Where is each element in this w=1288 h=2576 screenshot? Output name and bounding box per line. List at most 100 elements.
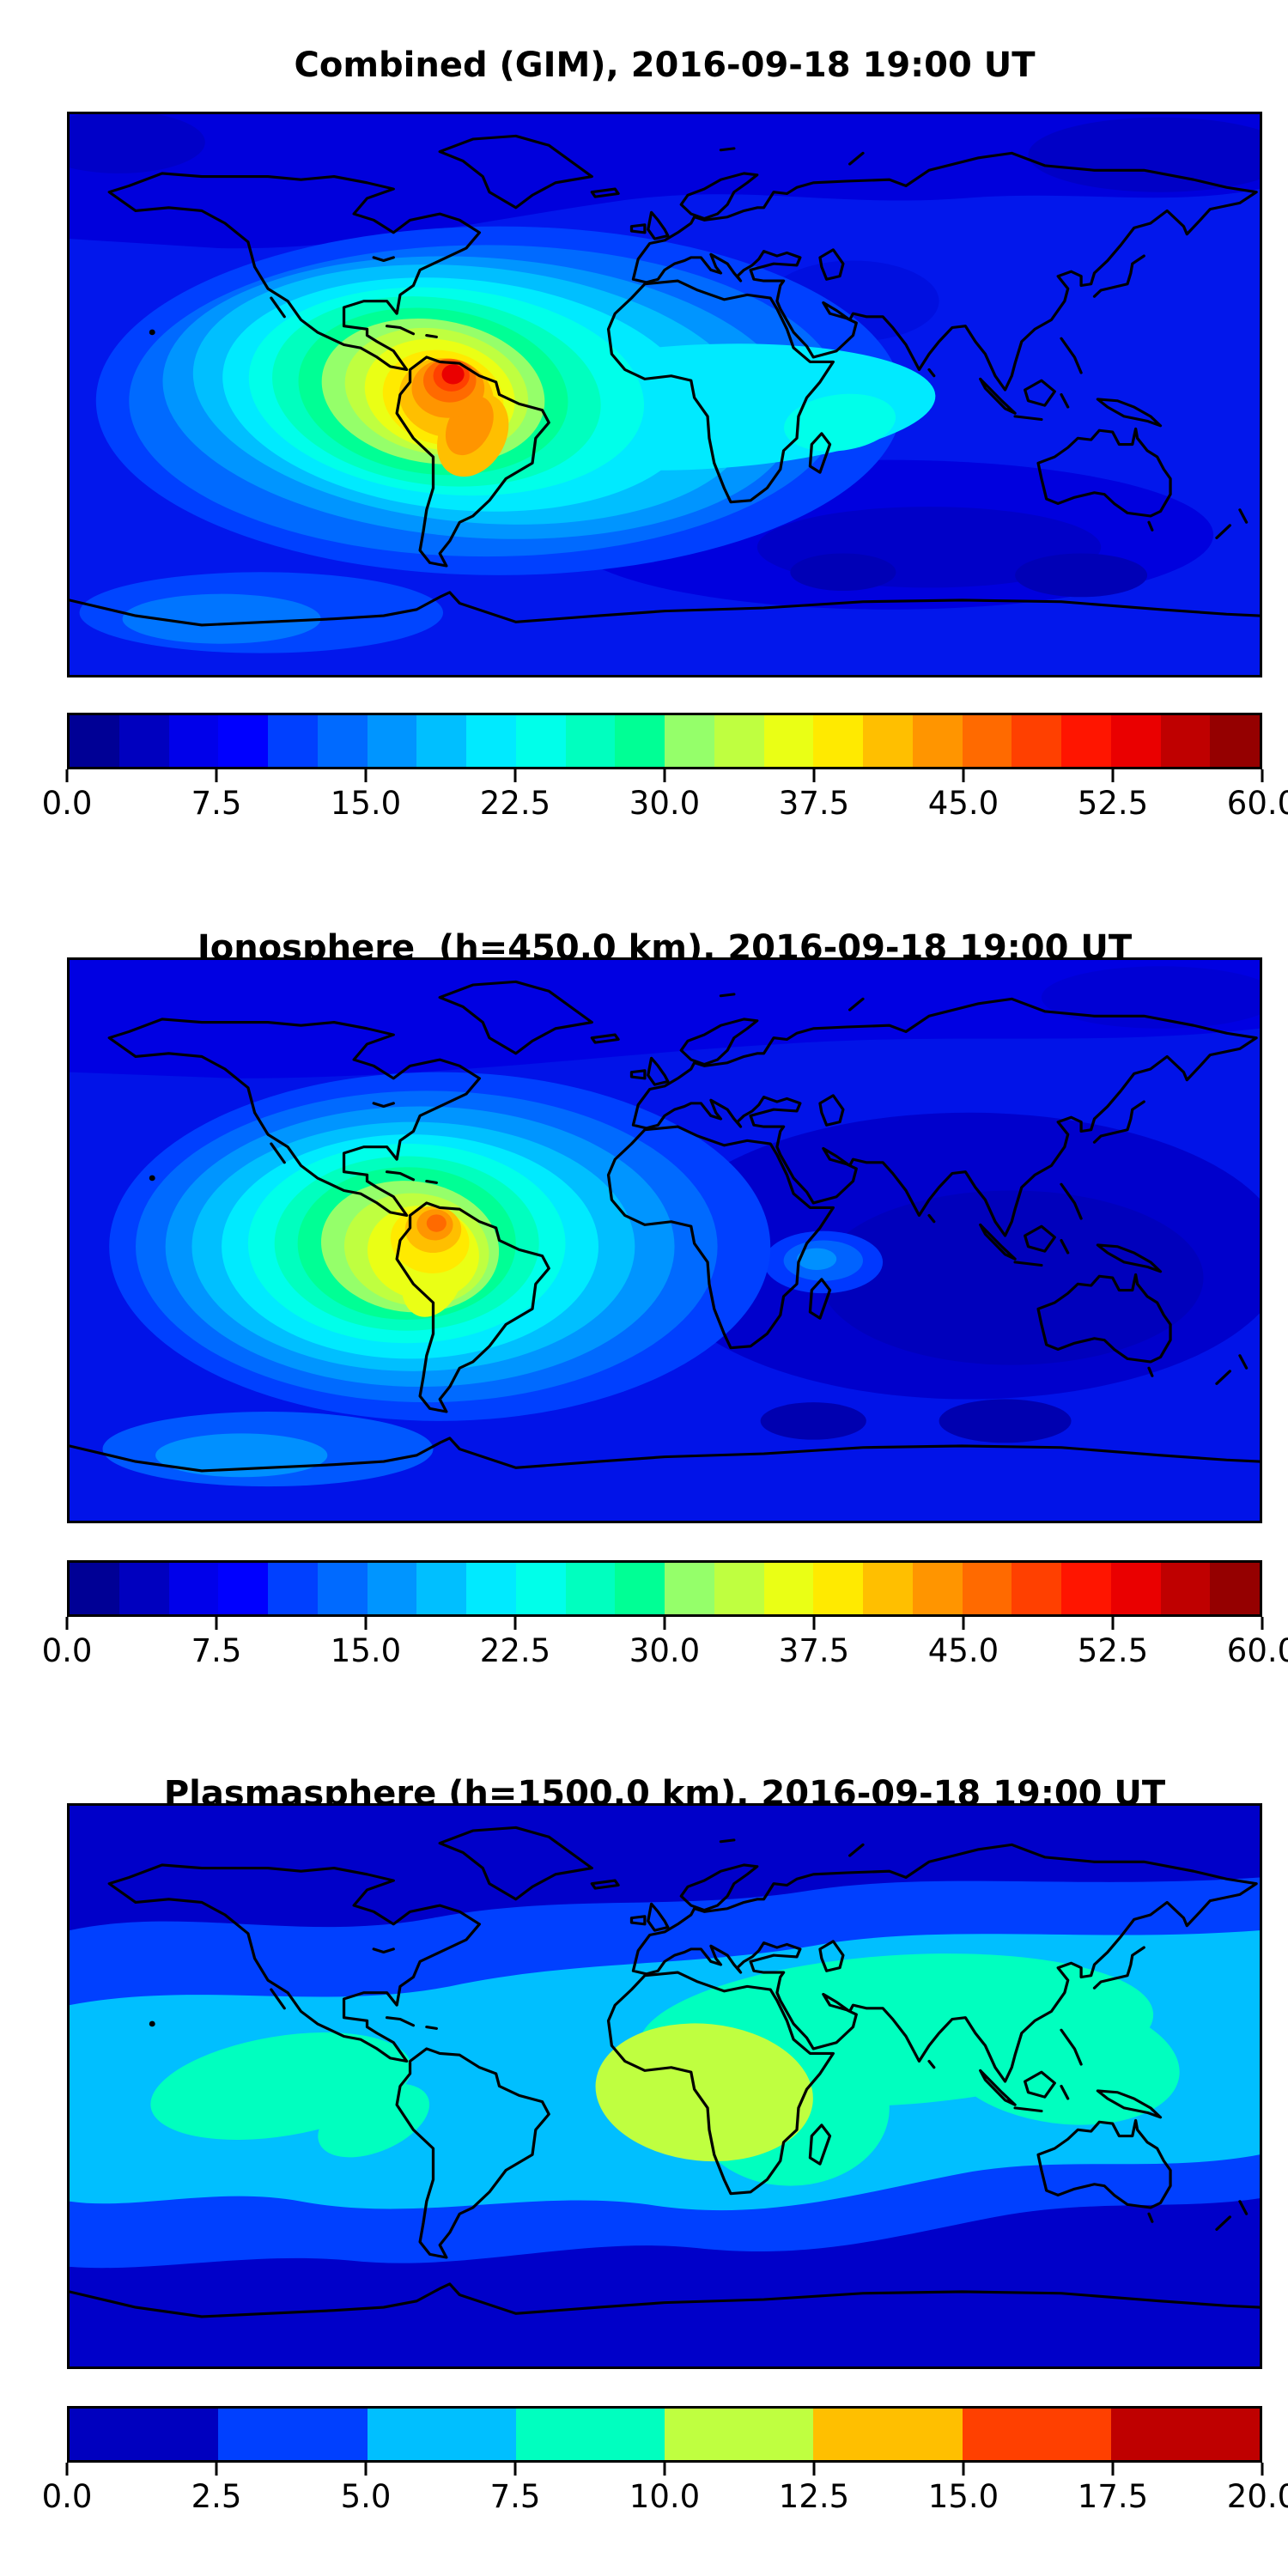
colorbar-segment <box>70 1563 119 1614</box>
colorbar-segment <box>565 1563 616 1614</box>
colorbar-tick-label: 22.5 <box>479 785 551 822</box>
colorbar-tick <box>663 2463 666 2476</box>
colorbar-tick-label: 45.0 <box>927 1632 999 1669</box>
colorbar-segment <box>118 1563 169 1614</box>
colorbar-segment <box>1210 715 1260 767</box>
colorbar-segment <box>813 2409 963 2460</box>
colorbar-segment <box>218 1563 268 1614</box>
map-ionosphere-canvas <box>70 960 1260 1521</box>
colorbar-segment <box>367 1563 417 1614</box>
colorbar-segment <box>714 1563 764 1614</box>
colorbar-segment <box>218 715 268 767</box>
colorbar-tick-label: 37.5 <box>778 1632 850 1669</box>
colorbar-segment <box>416 715 466 767</box>
colorbar-ticks-plasmasphere: 0.0 2.5 5.0 7.5 10.0 12.5 15.0 17.5 20.0 <box>42 2463 1288 2524</box>
colorbar-segment <box>1160 715 1211 767</box>
colorbar-segment <box>813 1563 863 1614</box>
colorbar-ticks-ionosphere: 0.0 7.5 15.0 22.5 30.0 37.5 45.0 52.5 60.0 <box>42 1617 1288 1679</box>
colorbar-tick-label: 12.5 <box>778 2478 850 2515</box>
colorbar-segment <box>367 2409 516 2460</box>
colorbar-segment <box>118 715 169 767</box>
colorbar-tick <box>962 769 965 782</box>
colorbar-tick-label: 5.0 <box>340 2478 392 2515</box>
colorbar-tick <box>65 769 69 782</box>
colorbar-segment <box>615 715 665 767</box>
colorbar-segment <box>1012 1563 1061 1614</box>
colorbar-tick <box>1261 769 1264 782</box>
colorbar-segment <box>665 715 714 767</box>
colorbar-segment <box>962 715 1012 767</box>
colorbar-segment <box>1110 1563 1161 1614</box>
colorbar-segment <box>1061 715 1111 767</box>
colorbar-tick <box>663 1617 666 1630</box>
colorbar-tick-label: 7.5 <box>489 2478 541 2515</box>
colorbar-tick <box>663 769 666 782</box>
colorbar-segment <box>1110 2409 1260 2460</box>
colorbar-tick-label: 60.0 <box>1226 785 1288 822</box>
colorbar-segment <box>466 715 516 767</box>
colorbar-tick-label: 15.0 <box>927 2478 999 2515</box>
colorbar-tick <box>215 2463 218 2476</box>
colorbar-tick <box>1111 2463 1115 2476</box>
panel-title: Combined (GIM), 2016-09-18 19:00 UT <box>294 46 1036 86</box>
colorbar-tick <box>1261 1617 1264 1630</box>
colorbar-segment <box>615 1563 665 1614</box>
colorbar-tick <box>65 1617 69 1630</box>
colorbar-segment <box>962 2409 1111 2460</box>
colorbar-tick-label: 30.0 <box>629 1632 701 1669</box>
colorbar-segment <box>912 1563 963 1614</box>
colorbar-segment <box>218 2409 368 2460</box>
colorbar-tick-label: 15.0 <box>330 1632 402 1669</box>
colorbar-tick-label: 45.0 <box>927 785 999 822</box>
colorbar-segment <box>466 1563 516 1614</box>
colorbar-segment <box>317 1563 368 1614</box>
colorbar-segment <box>515 715 566 767</box>
colorbar-tick <box>65 2463 69 2476</box>
colorbar-segment <box>912 715 963 767</box>
colorbar-tick-label: 52.5 <box>1077 785 1149 822</box>
colorbar-tick <box>513 2463 517 2476</box>
colorbar-segment <box>168 1563 219 1614</box>
colorbar-segment <box>70 2409 219 2460</box>
colorbar-tick <box>962 2463 965 2476</box>
colorbar-plasmasphere <box>67 2406 1262 2463</box>
colorbar-tick-label: 0.0 <box>41 2478 93 2515</box>
colorbar-ticks-combined: 0.0 7.5 15.0 22.5 30.0 37.5 45.0 52.5 60.0 <box>42 769 1288 831</box>
map-plasmasphere-canvas <box>70 1806 1260 2366</box>
colorbar-tick <box>215 1617 218 1630</box>
colorbar-tick-label: 15.0 <box>330 785 402 822</box>
colorbar-segment <box>1061 1563 1111 1614</box>
colorbar-segment <box>1160 1563 1211 1614</box>
colorbar-tick-label: 30.0 <box>629 785 701 822</box>
colorbar-tick <box>215 769 218 782</box>
colorbar-segment <box>665 1563 714 1614</box>
colorbar-combined <box>67 713 1262 769</box>
map-combined <box>67 112 1262 677</box>
colorbar-segment <box>763 715 814 767</box>
colorbar-tick-label: 17.5 <box>1077 2478 1149 2515</box>
colorbar-segment <box>962 1563 1012 1614</box>
colorbar-tick <box>513 769 517 782</box>
colorbar-tick <box>1111 769 1115 782</box>
colorbar-segment <box>863 1563 913 1614</box>
colorbar-tick-label: 52.5 <box>1077 1632 1149 1669</box>
colorbar-tick <box>513 1617 517 1630</box>
colorbar-tick <box>812 1617 816 1630</box>
colorbar-tick-label: 0.0 <box>41 1632 93 1669</box>
colorbar-segment <box>367 715 417 767</box>
colorbar-tick-label: 22.5 <box>479 1632 551 1669</box>
colorbar-segment <box>268 1563 318 1614</box>
colorbar-tick-label: 2.5 <box>191 2478 242 2515</box>
colorbar-segment <box>665 2409 814 2460</box>
colorbar-segment <box>1012 715 1061 767</box>
colorbar-tick <box>1111 1617 1115 1630</box>
colorbar-tick <box>364 1617 368 1630</box>
colorbar-ionosphere <box>67 1560 1262 1617</box>
colorbar-tick-label: 60.0 <box>1226 1632 1288 1669</box>
colorbar-segment <box>515 1563 566 1614</box>
map-ionosphere <box>67 957 1262 1523</box>
colorbar-segment <box>813 715 863 767</box>
colorbar-segment <box>168 715 219 767</box>
colorbar-tick-label: 0.0 <box>41 785 93 822</box>
